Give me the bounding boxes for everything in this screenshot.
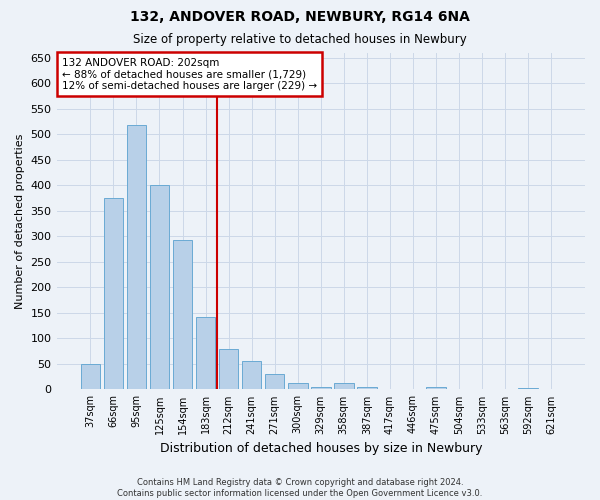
Bar	[219, 348, 238, 390]
Bar	[357, 387, 377, 390]
Bar	[242, 362, 262, 390]
Y-axis label: Number of detached properties: Number of detached properties	[15, 134, 25, 308]
Text: Size of property relative to detached houses in Newbury: Size of property relative to detached ho…	[133, 32, 467, 46]
Bar	[518, 388, 538, 390]
Bar	[334, 384, 353, 390]
Bar	[288, 384, 308, 390]
Bar	[149, 185, 169, 390]
Bar	[173, 240, 193, 390]
Bar	[80, 364, 100, 390]
Text: 132 ANDOVER ROAD: 202sqm
← 88% of detached houses are smaller (1,729)
12% of sem: 132 ANDOVER ROAD: 202sqm ← 88% of detach…	[62, 58, 317, 91]
Text: 132, ANDOVER ROAD, NEWBURY, RG14 6NA: 132, ANDOVER ROAD, NEWBURY, RG14 6NA	[130, 10, 470, 24]
Text: Contains HM Land Registry data © Crown copyright and database right 2024.
Contai: Contains HM Land Registry data © Crown c…	[118, 478, 482, 498]
Bar	[265, 374, 284, 390]
Bar	[127, 125, 146, 390]
Bar	[196, 317, 215, 390]
Bar	[426, 388, 446, 390]
X-axis label: Distribution of detached houses by size in Newbury: Distribution of detached houses by size …	[160, 442, 482, 455]
Bar	[104, 198, 123, 390]
Bar	[311, 387, 331, 390]
